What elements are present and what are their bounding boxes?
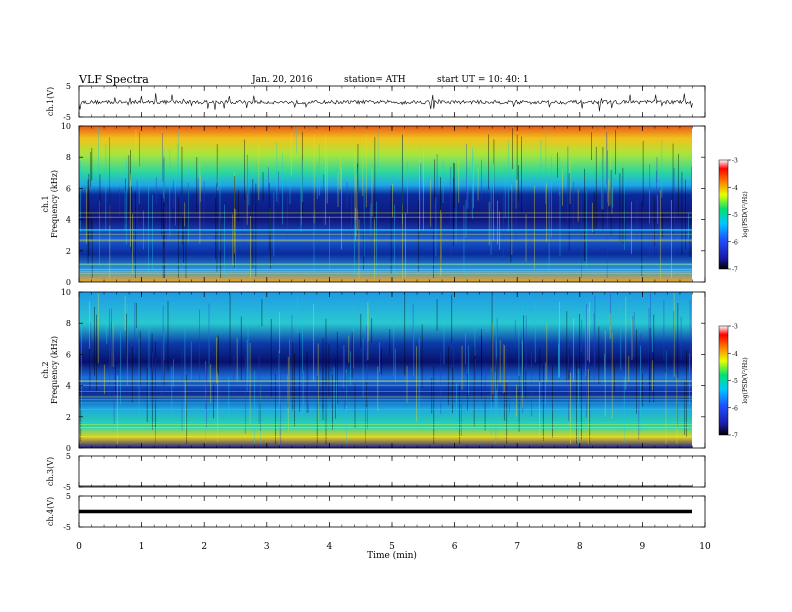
y-tick-label: 8: [66, 319, 71, 328]
y-tick-label: 6: [66, 184, 71, 193]
y-tick-label: -5: [63, 113, 71, 122]
y-tick-label: -5: [63, 483, 71, 492]
y-tick-label: 6: [66, 350, 71, 359]
spectrogram-ch.1: [79, 126, 692, 282]
y-tick-label: 8: [66, 153, 71, 162]
ch1-waveform: [78, 93, 693, 112]
panels: 5-5ch.1(V)-3-4-5-6-7log(PSD(V²/Hz)024681…: [41, 82, 749, 532]
start-time-label: start UT = 10: 40: 1: [437, 75, 529, 85]
colorbar-tick-label: -7: [732, 433, 738, 440]
x-tick-label: 1: [139, 542, 145, 552]
colorbar-label: log(PSD(V²/Hz): [742, 191, 749, 238]
x-tick-label: 5: [389, 542, 395, 552]
x-axis: 0 1 2 3 4 5 6 7 8 9 10 Time (min): [76, 542, 711, 561]
station-label: station= ATH: [344, 75, 406, 85]
figure-title: VLF Spectra: [79, 73, 149, 86]
colorbar-ch.2: -3 -4 -5 -6 -7 log(PSD(V²/Hz): [718, 324, 749, 440]
y-axis-label: ch.4(V): [46, 497, 55, 526]
y-tick-label: -5: [63, 523, 71, 532]
panel-2: -3 -4 -5 -6 -7 log(PSD(V²/Hz) 0 2 4 6 8 10 ch.1 Frequ…: [41, 122, 749, 287]
colorbar-tick-label: -6: [732, 405, 738, 412]
y-tick-label: 4: [66, 216, 71, 225]
colorbar-ch.1: -3 -4 -5 -6 -7 log(PSD(V²/Hz): [718, 158, 749, 274]
x-tick-label: 0: [76, 542, 82, 552]
y-tick-label: 10: [61, 122, 71, 131]
y-axis-label-frequency: Frequency (kHz): [50, 170, 59, 238]
y-tick-label: 2: [66, 247, 71, 256]
y-tick-label: 4: [66, 382, 71, 391]
y-axis-label-frequency: Frequency (kHz): [50, 336, 59, 404]
panel-4: 5 -5 ch.3(V): [46, 452, 706, 492]
panel-5: 5 -5 ch.4(V): [46, 492, 706, 532]
spectrogram-ch.2: [79, 292, 692, 448]
x-tick-label: 10: [699, 542, 711, 552]
x-tick-label: 8: [577, 542, 583, 552]
y-tick-label: 5: [66, 82, 71, 91]
x-tick-label: 3: [264, 542, 270, 552]
x-axis-label: Time (min): [367, 550, 417, 561]
x-tick-label: 4: [327, 542, 333, 552]
colorbar-tick-label: -6: [732, 239, 738, 246]
x-tick-label: 7: [514, 542, 520, 552]
colorbar-tick-label: -3: [732, 158, 738, 165]
colorbar-gradient: [718, 159, 729, 270]
y-tick-label: 0: [66, 444, 71, 453]
spectrogram-texture: [78, 126, 692, 278]
x-tick-label: 9: [640, 542, 646, 552]
y-tick-label: 2: [66, 413, 71, 422]
y-axis-label: ch.2: [41, 361, 50, 378]
y-tick-label: 10: [61, 288, 71, 297]
colorbar-tick-label: -3: [732, 324, 738, 331]
y-axis-label: ch.3(V): [46, 457, 55, 486]
colorbar-tick-label: -4: [732, 185, 738, 192]
y-tick-label: 5: [66, 492, 71, 501]
y-axis-label: ch.1: [41, 195, 50, 212]
y-tick-label: 0: [66, 278, 71, 287]
panel-3: -3 -4 -5 -6 -7 log(PSD(V²/Hz) 0 2 4 6 8 10 ch.2 Frequ…: [41, 288, 749, 453]
date-label: Jan. 20, 2016: [252, 75, 313, 85]
colorbar-gradient: [718, 325, 729, 436]
y-axis-label: ch.1(V): [46, 87, 55, 116]
y-tick-label: 5: [66, 452, 71, 461]
colorbar-tick-label: -7: [732, 267, 738, 274]
colorbar-tick-label: -4: [732, 351, 738, 358]
colorbar-label: log(PSD(V²/Hz): [742, 357, 749, 404]
colorbar-tick-label: -5: [732, 378, 738, 385]
colorbar-tick-label: -5: [732, 212, 738, 219]
spectrogram-texture: [79, 292, 692, 444]
x-tick-label: 2: [201, 542, 207, 552]
panel-1: 5 -5 ch.1(V): [46, 82, 706, 122]
x-tick-label: 6: [452, 542, 458, 552]
